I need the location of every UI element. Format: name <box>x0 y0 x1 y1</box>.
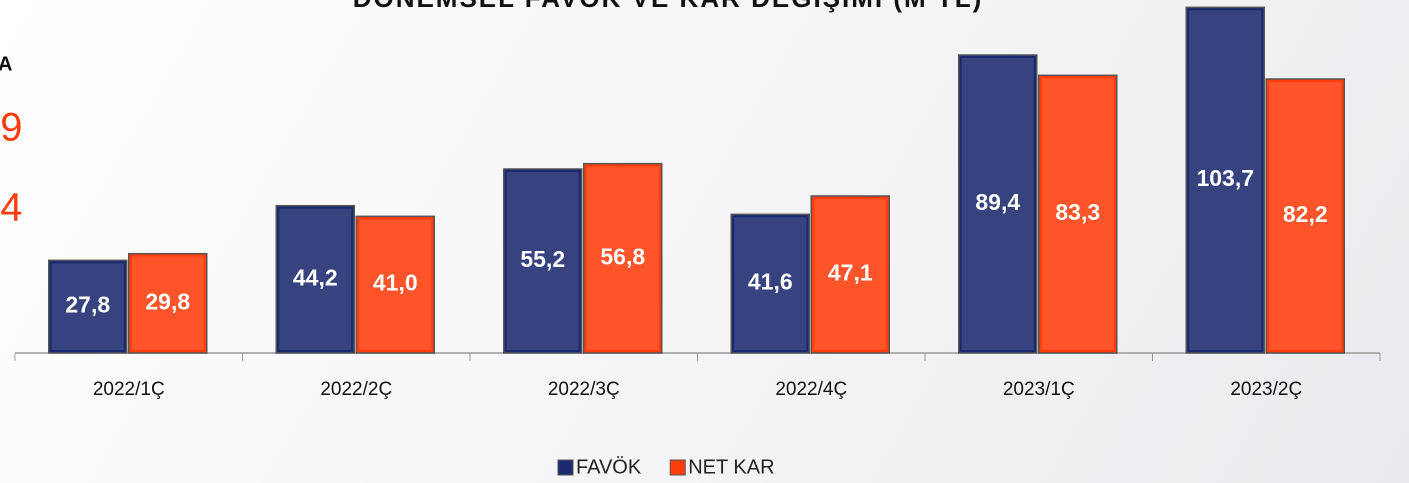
bar <box>275 204 355 354</box>
bar <box>730 213 810 354</box>
bar <box>810 195 890 354</box>
bar <box>48 259 128 354</box>
side-text: A <box>0 53 12 75</box>
bar-shade <box>1189 10 1262 350</box>
side-text: 34 <box>0 186 23 230</box>
data-label: 56,8 <box>600 243 645 269</box>
bar <box>583 162 663 354</box>
x-tick-label: 2022/2Ç <box>320 379 392 400</box>
x-tick-label: 2022/3Ç <box>548 379 620 400</box>
bar-shade <box>961 58 1034 350</box>
bar-shade <box>734 217 807 350</box>
bar <box>503 168 583 354</box>
side-text: 69 <box>0 106 23 150</box>
bar-shade <box>279 208 352 350</box>
data-label: 47,1 <box>828 260 873 286</box>
bar <box>1265 78 1345 354</box>
x-tick-label: 2022/1Ç <box>93 379 165 400</box>
x-tick-label: 2022/4Ç <box>775 379 847 400</box>
bar <box>355 215 435 354</box>
bar-shade <box>51 263 124 350</box>
bar <box>128 252 208 354</box>
bar-shade <box>814 199 887 350</box>
data-label: 83,3 <box>1055 199 1100 225</box>
x-tick-label: 2023/2Ç <box>1230 379 1302 400</box>
legend-swatch <box>557 459 574 476</box>
bar-shade <box>506 172 579 350</box>
data-label: 103,7 <box>1196 165 1254 191</box>
bar <box>1038 74 1118 354</box>
legend-swatch <box>669 459 686 476</box>
data-label: 41,0 <box>373 270 418 296</box>
data-label: 89,4 <box>975 189 1020 215</box>
bar <box>958 54 1038 354</box>
bar-shade <box>1269 82 1342 350</box>
legend-label: FAVÖK <box>576 456 642 478</box>
bar <box>1185 6 1265 354</box>
x-tick-label: 2023/1Ç <box>1003 379 1075 400</box>
bar-shade <box>131 256 204 350</box>
bar-shade <box>359 219 432 350</box>
data-label: 55,2 <box>520 246 565 272</box>
data-label: 82,2 <box>1283 201 1328 227</box>
bar-shade <box>1041 78 1114 350</box>
legend-label: NET KAR <box>688 456 774 478</box>
data-label: 44,2 <box>293 264 338 290</box>
data-label: 41,6 <box>748 269 793 295</box>
data-label: 29,8 <box>145 288 190 314</box>
chart-title: DÖNEMSEL FAVÖK VE KAR DEĞİŞİMİ (M TL) <box>353 0 984 13</box>
bar-shade <box>586 166 659 350</box>
data-label: 27,8 <box>65 292 110 318</box>
